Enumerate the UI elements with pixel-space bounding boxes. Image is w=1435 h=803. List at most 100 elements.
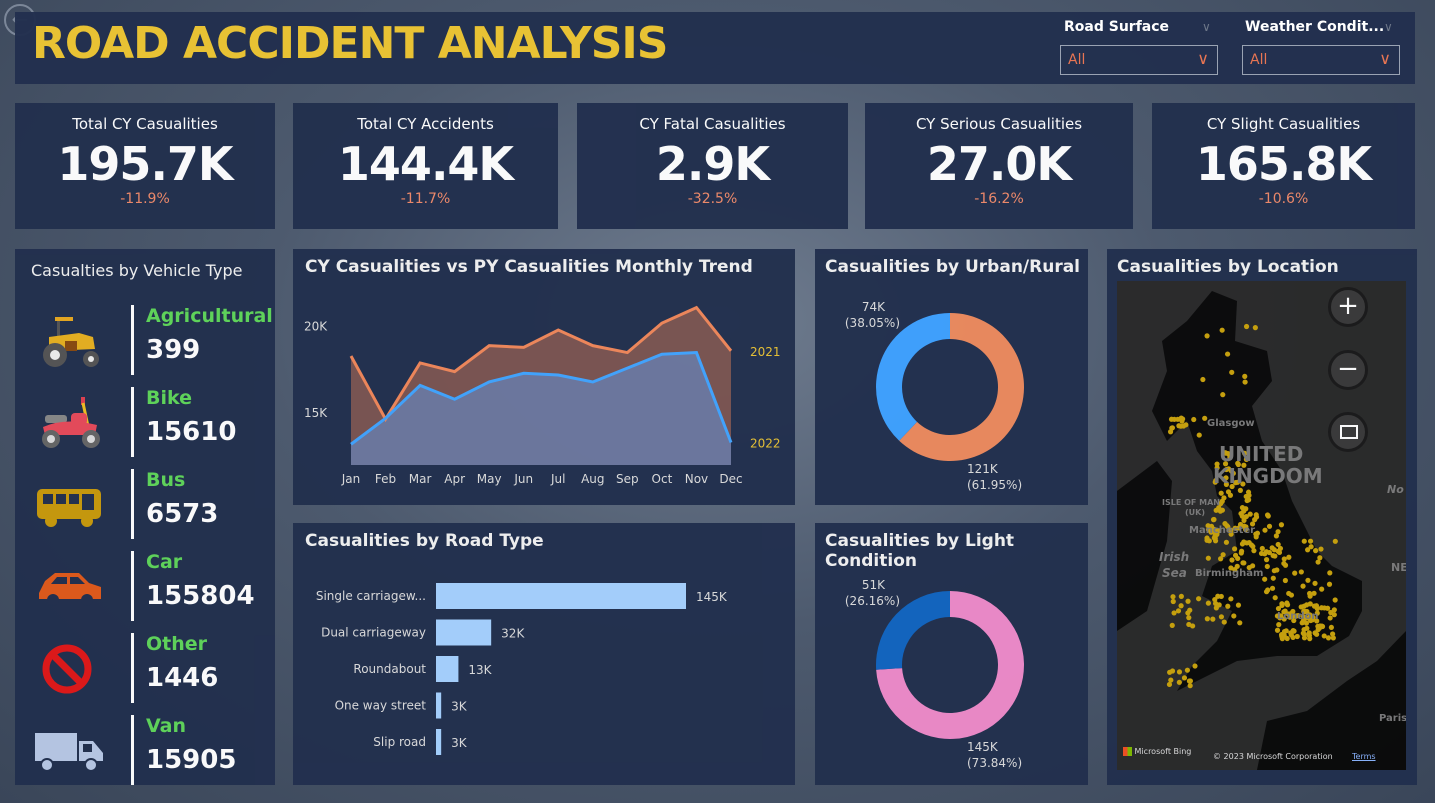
data-label: 145K <box>696 590 728 604</box>
category-label: One way street <box>335 699 427 713</box>
panel-title: Casualties by Vehicle Type <box>31 261 243 280</box>
vehicle-name: Van <box>146 715 187 737</box>
x-tick-label: May <box>477 472 502 486</box>
select-area-button[interactable] <box>1328 412 1368 452</box>
donut-slice[interactable] <box>876 313 950 441</box>
bar[interactable] <box>436 656 459 682</box>
casualty-dot <box>1170 594 1176 600</box>
data-label: 32K <box>501 627 525 641</box>
casualty-dot <box>1228 527 1234 533</box>
weather-condition-dropdown[interactable]: All ∨ <box>1242 45 1400 75</box>
casualty-dot <box>1238 550 1244 556</box>
casualty-dot <box>1219 327 1225 333</box>
kpi-total-accidents: Total CY Accidents 144.4K -11.7% <box>293 103 558 229</box>
bus-icon <box>37 489 101 527</box>
kpi-total-casualties: Total CY Casualities 195.7K -11.9% <box>15 103 275 229</box>
data-label: 3K <box>451 736 468 750</box>
x-tick-label: Apr <box>444 472 465 486</box>
kpi-value: 27.0K <box>926 137 1072 191</box>
casualty-dot <box>1275 605 1282 612</box>
casualty-dot <box>1311 590 1317 596</box>
casualty-dot <box>1276 622 1282 628</box>
bar[interactable] <box>436 619 492 646</box>
vehicle-name: Bus <box>146 469 186 491</box>
casualty-dot <box>1222 461 1229 467</box>
light-condition-panel: Casualities by Light Condition 145K (73.8… <box>815 523 1088 785</box>
map-label: Birmingham <box>1195 568 1263 579</box>
casualty-dot <box>1205 600 1211 606</box>
casualty-dot <box>1327 570 1333 576</box>
series-label: 2021 <box>750 345 781 359</box>
x-tick-label: Aug <box>581 472 604 486</box>
bar[interactable] <box>436 729 442 755</box>
casualty-dot <box>1314 610 1320 616</box>
casualty-dot <box>1327 615 1333 621</box>
casualty-dot <box>1169 622 1175 628</box>
casualty-dot <box>1307 636 1313 642</box>
zoom-in-button[interactable]: + <box>1328 287 1368 327</box>
casualty-dot <box>1332 597 1338 603</box>
bar[interactable] <box>436 692 442 719</box>
vehicle-value: 399 <box>146 335 201 365</box>
chevron-down-icon[interactable]: ∨ <box>1202 20 1211 34</box>
casualty-dot <box>1168 677 1174 683</box>
map-copyright: © 2023 Microsoft Corporation <box>1213 752 1333 761</box>
casualty-dot <box>1187 683 1193 689</box>
monthly-trend-chart: 2021 2022 15K 20K Jan Feb Mar Apr May Jun Jul Aug Se… <box>304 305 781 486</box>
bar[interactable] <box>436 583 686 609</box>
chevron-down-icon[interactable]: ∨ <box>1384 20 1393 34</box>
casualty-dot <box>1221 495 1227 501</box>
casualty-dot <box>1243 323 1250 330</box>
casualty-dot <box>1178 603 1184 609</box>
casualty-dot <box>1252 517 1258 523</box>
category-label: Slip road <box>373 735 426 749</box>
casualty-dot <box>1205 555 1211 561</box>
casualty-dot <box>1325 635 1332 641</box>
casualty-dot <box>1330 635 1336 641</box>
casualty-dot <box>1224 523 1230 529</box>
urban-rural-donut: 121K (61.95%) 74K (38.05%) <box>845 300 1024 492</box>
casualty-dot <box>1241 508 1247 514</box>
vehicle-item-bike: Bike 15610 <box>15 383 275 463</box>
casualty-dot <box>1250 543 1256 550</box>
france-landmass <box>1257 631 1406 770</box>
casualty-dot <box>1208 523 1215 530</box>
casualty-dot <box>1187 678 1194 684</box>
casualty-dots <box>1166 323 1338 689</box>
casualty-dot <box>1312 630 1318 636</box>
casualty-dot <box>1285 611 1291 617</box>
road-surface-dropdown[interactable]: All ∨ <box>1060 45 1218 75</box>
casualty-dot <box>1220 392 1226 398</box>
casualty-dot <box>1176 669 1183 675</box>
donut-slice[interactable] <box>876 591 1024 739</box>
x-tick-label: Jun <box>513 472 533 486</box>
van-icon <box>35 733 103 772</box>
donut-slice[interactable] <box>899 313 1024 461</box>
casualty-dot <box>1217 508 1223 514</box>
casualty-dot <box>1232 546 1238 552</box>
kpi-change: -11.9% <box>120 191 170 207</box>
map-label: No <box>1387 483 1404 496</box>
casualty-dot <box>1246 497 1252 503</box>
casualty-dot <box>1225 603 1231 609</box>
zoom-out-button[interactable]: − <box>1328 350 1368 390</box>
chart-title: CY Casualities vs PY Casualities Monthly… <box>305 257 753 277</box>
kpi-label: CY Fatal Casualities <box>639 115 786 133</box>
casualty-dot <box>1241 560 1247 566</box>
x-tick-label: Jul <box>550 472 565 486</box>
terms-link[interactable]: Terms <box>1352 752 1376 761</box>
casualty-dot <box>1210 616 1216 622</box>
map[interactable]: UNITED KINGDOM Glasgow ISLE OF MAN (UK) … <box>1117 281 1406 770</box>
casualty-dot <box>1223 466 1230 473</box>
casualty-dot <box>1305 547 1311 553</box>
casualty-dot <box>1264 563 1270 570</box>
casualty-dot <box>1169 425 1175 431</box>
casualty-dot <box>1235 555 1241 562</box>
map-canvas[interactable]: UNITED KINGDOM Glasgow ISLE OF MAN (UK) … <box>1117 281 1406 770</box>
donut-slice[interactable] <box>876 591 950 670</box>
map-label: Sea <box>1162 566 1187 580</box>
casualty-dot <box>1184 667 1191 673</box>
kpi-change: -10.6% <box>1258 191 1309 207</box>
vehicle-name: Car <box>146 551 183 573</box>
casualty-dot <box>1294 633 1300 640</box>
